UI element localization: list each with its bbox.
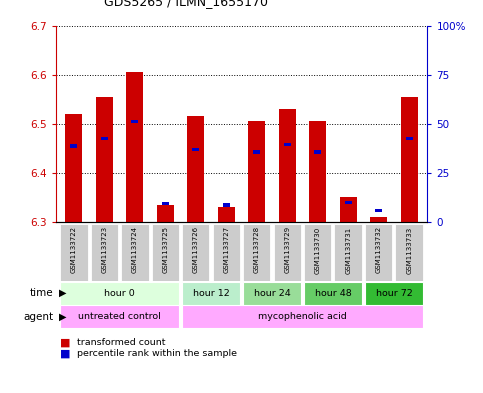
- Text: GSM1133729: GSM1133729: [284, 226, 290, 274]
- Bar: [406, 137, 412, 140]
- Bar: [370, 217, 387, 222]
- Text: agent: agent: [23, 312, 53, 322]
- Bar: [60, 282, 179, 305]
- Bar: [284, 143, 291, 146]
- Bar: [273, 224, 301, 281]
- Bar: [279, 109, 296, 222]
- Text: time: time: [29, 288, 53, 298]
- Bar: [91, 224, 118, 281]
- Bar: [213, 224, 240, 281]
- Text: ■: ■: [60, 338, 71, 348]
- Bar: [304, 224, 331, 281]
- Bar: [335, 224, 362, 281]
- Bar: [182, 282, 240, 305]
- Bar: [192, 148, 199, 151]
- Bar: [60, 224, 87, 281]
- Text: GDS5265 / ILMN_1655170: GDS5265 / ILMN_1655170: [104, 0, 268, 8]
- Bar: [345, 201, 352, 204]
- Text: GSM1133724: GSM1133724: [132, 226, 138, 273]
- Bar: [96, 97, 113, 222]
- Text: GSM1133728: GSM1133728: [254, 226, 260, 274]
- Text: hour 72: hour 72: [376, 289, 412, 298]
- Bar: [101, 137, 108, 140]
- Bar: [187, 116, 204, 222]
- Text: hour 24: hour 24: [254, 289, 290, 298]
- Bar: [71, 144, 77, 148]
- Text: untreated control: untreated control: [78, 312, 161, 321]
- Text: GSM1133723: GSM1133723: [101, 226, 107, 274]
- Text: ▶: ▶: [59, 312, 67, 322]
- Bar: [182, 224, 210, 281]
- Text: GSM1133722: GSM1133722: [71, 226, 77, 273]
- Text: GSM1133731: GSM1133731: [345, 226, 351, 274]
- Text: percentile rank within the sample: percentile rank within the sample: [77, 349, 237, 358]
- Bar: [309, 121, 326, 222]
- Bar: [243, 282, 301, 305]
- Bar: [365, 282, 423, 305]
- Bar: [304, 282, 362, 305]
- Bar: [131, 119, 138, 123]
- Bar: [121, 224, 149, 281]
- Text: GSM1133733: GSM1133733: [406, 226, 412, 274]
- Bar: [365, 224, 392, 281]
- Text: hour 0: hour 0: [104, 289, 135, 298]
- Bar: [60, 305, 179, 328]
- Bar: [401, 97, 417, 222]
- Bar: [223, 203, 229, 207]
- Bar: [152, 224, 179, 281]
- Bar: [162, 202, 169, 205]
- Bar: [243, 224, 270, 281]
- Bar: [340, 198, 356, 222]
- Bar: [248, 121, 265, 222]
- Text: GSM1133726: GSM1133726: [193, 226, 199, 274]
- Bar: [157, 205, 174, 222]
- Bar: [314, 150, 321, 154]
- Bar: [182, 305, 423, 328]
- Text: ▶: ▶: [59, 288, 67, 298]
- Text: GSM1133730: GSM1133730: [315, 226, 321, 274]
- Text: hour 48: hour 48: [314, 289, 351, 298]
- Bar: [396, 224, 423, 281]
- Bar: [254, 150, 260, 154]
- Text: transformed count: transformed count: [77, 338, 166, 347]
- Text: GSM1133732: GSM1133732: [376, 226, 382, 274]
- Bar: [375, 209, 382, 213]
- Text: GSM1133727: GSM1133727: [223, 226, 229, 274]
- Bar: [127, 72, 143, 222]
- Text: GSM1133725: GSM1133725: [162, 226, 168, 273]
- Bar: [66, 114, 82, 222]
- Bar: [218, 207, 235, 222]
- Text: mycophenolic acid: mycophenolic acid: [258, 312, 347, 321]
- Text: hour 12: hour 12: [193, 289, 229, 298]
- Text: ■: ■: [60, 349, 71, 359]
